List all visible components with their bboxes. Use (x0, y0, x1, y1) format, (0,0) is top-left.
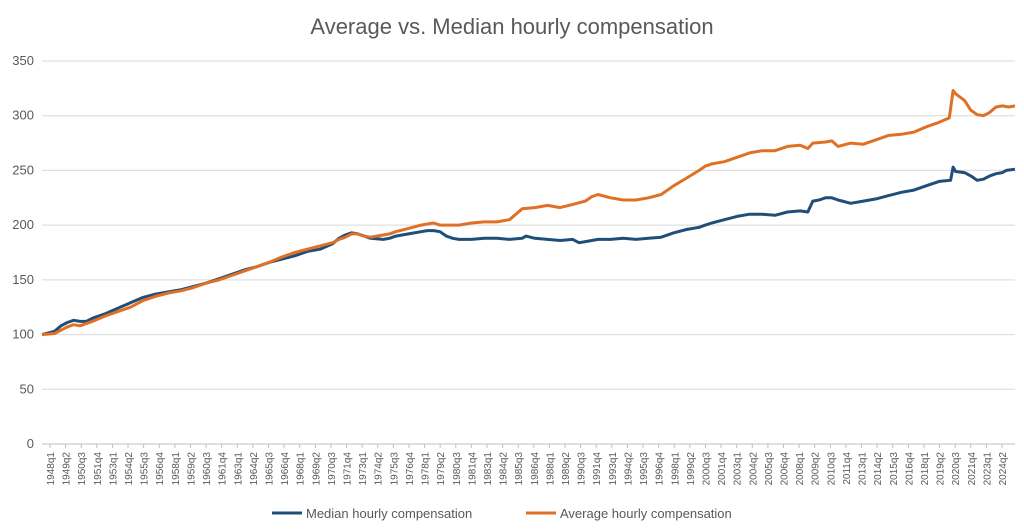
series-lines (41, 89, 1016, 337)
x-tick-label: 2009q2 (811, 452, 822, 486)
y-tick-label: 100 (12, 327, 34, 342)
x-tick-label: 1990q3 (577, 452, 588, 486)
x-tick-label: 1955q3 (140, 452, 151, 486)
x-tick-label: 2020q3 (951, 452, 962, 486)
x-tick-label: 2003q1 (733, 452, 744, 486)
chart-title: Average vs. Median hourly compensation (310, 14, 713, 39)
x-tick-label: 2016q4 (904, 452, 915, 486)
x-tick-label: 1951q4 (93, 452, 104, 486)
x-tick-label: 1968q1 (296, 452, 307, 486)
x-tick-label: 2023q1 (982, 452, 993, 486)
gridlines (42, 60, 1015, 445)
x-tick-label: 2004q2 (748, 452, 759, 486)
x-tick-label: 2024q2 (998, 452, 1009, 486)
x-tick-label: 1985q3 (514, 452, 525, 486)
legend-label: Median hourly compensation (306, 506, 472, 521)
y-tick-label: 150 (12, 272, 34, 287)
x-tick-label: 1975q3 (389, 452, 400, 486)
x-tick-label: 1993q1 (608, 452, 619, 486)
x-tick-label: 1963q1 (233, 452, 244, 486)
x-tick-label: 1970q3 (327, 452, 338, 486)
x-tick-label: 1961q4 (218, 452, 229, 486)
y-tick-label: 200 (12, 217, 34, 232)
legend-label: Average hourly compensation (560, 506, 732, 521)
x-tick-label: 1976q4 (405, 452, 416, 486)
x-tick-label: 2010q3 (826, 452, 837, 486)
y-tick-label: 350 (12, 53, 34, 68)
x-tick-label: 1969q2 (311, 452, 322, 486)
x-tick-label: 2006q4 (780, 452, 791, 486)
x-tick-label: 1971q4 (343, 452, 354, 486)
x-tick-label: 1964q2 (249, 452, 260, 486)
x-tick-label: 1965q3 (264, 452, 275, 486)
y-tick-label: 300 (12, 108, 34, 123)
x-tick-label: 1959q2 (186, 452, 197, 486)
x-tick-label: 1999q2 (686, 452, 697, 486)
x-tick-label: 1994q2 (623, 452, 634, 486)
x-tick-label: 1954q2 (124, 452, 135, 486)
median-hourly-compensation-line (41, 165, 1016, 337)
x-tick-label: 2011q4 (842, 452, 853, 485)
x-tick-label: 1996q4 (655, 452, 666, 486)
x-tick-label: 1953q1 (108, 452, 119, 486)
x-tick-label: 1948q1 (46, 452, 57, 486)
x-tick-label: 2013q1 (858, 452, 869, 486)
x-tick-label: 2000q3 (701, 452, 712, 486)
x-tick-label: 1978q1 (421, 452, 432, 486)
x-tick-label: 1984q2 (499, 452, 510, 486)
y-tick-label: 0 (27, 436, 34, 451)
x-tick-label: 2008q1 (795, 452, 806, 486)
x-tick-label: 2015q3 (889, 452, 900, 486)
x-tick-label: 1998q1 (670, 452, 681, 486)
average-hourly-compensation-line (41, 89, 1016, 337)
x-tick-label: 1995q3 (639, 452, 650, 486)
x-tick-label: 1950q3 (77, 452, 88, 486)
x-tick-label: 1974q2 (374, 452, 385, 486)
x-tick-label: 1960q3 (202, 452, 213, 486)
y-tick-label: 50 (20, 381, 34, 396)
x-tick-label: 1979q2 (436, 452, 447, 486)
x-tick-label: 1949q2 (62, 452, 73, 486)
x-tick-label: 1989q2 (561, 452, 572, 486)
legend: Median hourly compensation Average hourly… (272, 506, 732, 521)
x-tick-label: 2018q1 (920, 452, 931, 486)
x-tick-label: 1983q1 (483, 452, 494, 486)
x-axis-ticks: 1948q1 1949q2 1950q3 1951q4 1953q1 1954q2 1955… (46, 444, 1009, 485)
x-tick-label: 1991q4 (592, 452, 603, 486)
x-tick-label: 1956q4 (155, 452, 166, 486)
x-tick-label: 2014q2 (873, 452, 884, 486)
x-tick-label: 1986q4 (530, 452, 541, 486)
y-tick-label: 250 (12, 162, 34, 177)
x-tick-label: 1973q1 (358, 452, 369, 486)
x-tick-label: 1980q3 (452, 452, 463, 486)
x-tick-label: 2001q4 (717, 452, 728, 486)
x-tick-label: 2021q4 (967, 452, 978, 486)
x-tick-label: 2005q3 (764, 452, 775, 486)
x-tick-label: 1981q4 (467, 452, 478, 486)
x-tick-label: 1988q1 (545, 452, 556, 486)
x-tick-label: 1966q4 (280, 452, 291, 486)
x-tick-label: 2019q2 (936, 452, 947, 486)
x-tick-label: 1958q1 (171, 452, 182, 486)
y-axis-ticks: 0 50 100 150 200 250 300 350 (12, 53, 34, 451)
